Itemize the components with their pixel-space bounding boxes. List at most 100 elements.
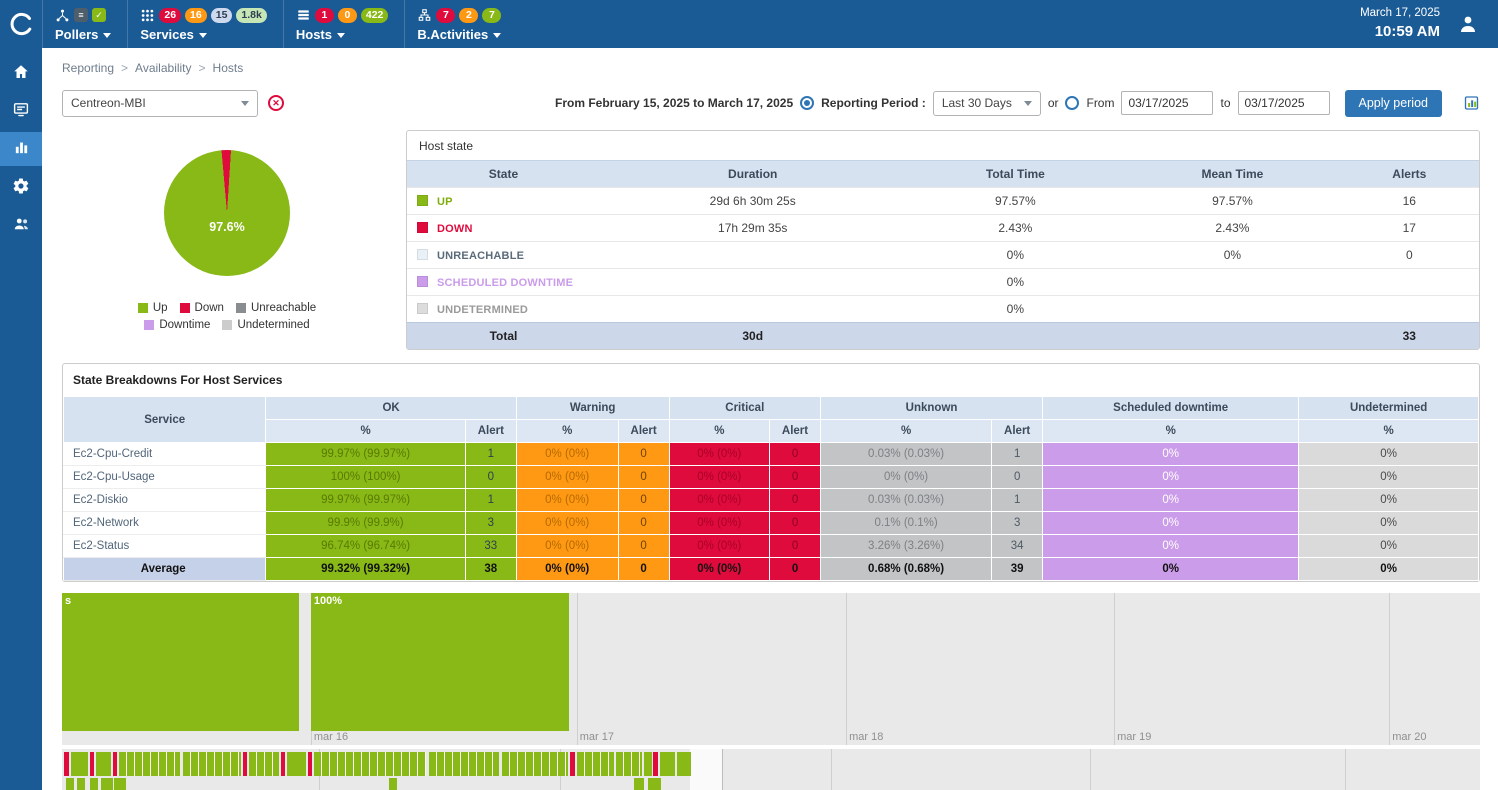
top-menu-bar: ≡✓Pollers2616151.8kServices10422Hosts727…: [42, 0, 517, 48]
host-filter-select[interactable]: Centreon-MBI: [62, 90, 258, 117]
breakdown-value-cell: 0: [618, 558, 669, 581]
from-label: From: [1086, 96, 1114, 110]
value-cell: 17: [1340, 215, 1479, 242]
state-cell: UNDETERMINED: [407, 296, 600, 323]
from-date-input[interactable]: [1121, 91, 1213, 115]
total-cell: 33: [1340, 323, 1479, 350]
sidebar-item-administration[interactable]: [0, 208, 42, 242]
state-label: UNREACHABLE: [437, 250, 524, 262]
status-count-badge[interactable]: 422: [361, 8, 389, 23]
legend-color-chip: [222, 320, 232, 330]
sub-header: Alert: [770, 420, 821, 443]
user-profile-icon[interactable]: [1456, 12, 1480, 36]
uptime-bar: [660, 752, 675, 776]
menu-services[interactable]: 2616151.8kServices: [127, 0, 283, 48]
chevron-down-icon: [337, 33, 345, 38]
chevron-down-icon: [241, 101, 249, 106]
breakdown-value-cell: 33: [465, 535, 516, 558]
to-date-input[interactable]: [1238, 91, 1330, 115]
breakdown-value-cell: 1: [465, 489, 516, 512]
breakdown-value-cell: 38: [465, 558, 516, 581]
value-cell: 17h 29m 35s: [600, 215, 906, 242]
breakdown-value-cell: 0%: [1043, 466, 1299, 489]
value-cell: 0%: [905, 296, 1125, 323]
breakdown-value-cell: 0: [770, 466, 821, 489]
breakdown-value-cell: 0%: [1299, 443, 1479, 466]
sidebar-item-reporting[interactable]: [0, 132, 42, 166]
apply-period-button[interactable]: Apply period: [1345, 90, 1443, 117]
breakdown-value-cell: 0: [770, 535, 821, 558]
legend-color-chip: [144, 320, 154, 330]
topbar-right: March 17, 2025 10:59 AM: [1360, 6, 1498, 42]
sub-header: %: [820, 420, 991, 443]
state-cell: DOWN: [407, 215, 600, 242]
value-cell: [1340, 269, 1479, 296]
sidebar-item-configuration[interactable]: [0, 170, 42, 204]
timeline-detail-band[interactable]: mar 16mar 17mar 18mar 19mar 20s100%: [62, 593, 1480, 745]
breadcrumb-item[interactable]: Availability: [135, 61, 191, 75]
menu-pollers[interactable]: ≡✓Pollers: [42, 0, 127, 48]
total-cell: Total: [407, 323, 600, 350]
sidebar-item-home[interactable]: [0, 56, 42, 90]
export-report-icon[interactable]: [1463, 95, 1480, 111]
state-label: SCHEDULED DOWNTIME: [437, 277, 573, 289]
status-count-badge[interactable]: 1.8k: [236, 8, 266, 23]
breakdown-value-cell: 0: [618, 443, 669, 466]
table-row: UNREACHABLE0%0%0: [407, 242, 1479, 269]
poller-status-icon[interactable]: ✓: [92, 8, 106, 22]
timeline-axis-label: mar 18: [846, 731, 883, 743]
status-count-badge[interactable]: 0: [338, 8, 357, 23]
breakdown-value-cell: 0%: [1299, 558, 1479, 581]
to-label: to: [1220, 96, 1230, 110]
status-count-badge[interactable]: 2: [459, 8, 478, 23]
timeline-range-selector[interactable]: fevmaravrmaijui: [62, 749, 1480, 790]
status-count-badge[interactable]: 7: [436, 8, 455, 23]
centreon-logo[interactable]: [0, 0, 42, 48]
poller-status-icon[interactable]: ≡: [74, 8, 88, 22]
status-count-badge[interactable]: 7: [482, 8, 501, 23]
table-row: Ec2-Status96.74% (96.74%)330% (0%)00% (0…: [64, 535, 1479, 558]
total-row: Total30d33: [407, 323, 1479, 350]
legend-color-chip: [236, 303, 246, 313]
sub-header: Alert: [992, 420, 1043, 443]
breadcrumb-item[interactable]: Hosts: [213, 61, 244, 75]
custom-period-radio[interactable]: [1065, 96, 1079, 110]
breakdown-value-cell: 0%: [1299, 489, 1479, 512]
menu-pollers-status: ≡✓: [55, 7, 111, 24]
status-count-badge[interactable]: 26: [159, 8, 181, 23]
range-selection[interactable]: [690, 749, 723, 790]
breakdown-value-cell: 0%: [1299, 466, 1479, 489]
status-count-badge[interactable]: 15: [211, 8, 233, 23]
sidebar-item-monitoring[interactable]: [0, 94, 42, 128]
breakdown-value-cell: 0: [618, 466, 669, 489]
period-select[interactable]: Last 30 Days: [933, 91, 1041, 116]
breakdown-value-cell: 0.1% (0.1%): [820, 512, 991, 535]
service-breakdown-title: State Breakdowns For Host Services: [63, 364, 1479, 396]
group-header: Scheduled downtime: [1043, 397, 1299, 420]
menu-hosts[interactable]: 10 422 Hosts: [283, 0, 405, 48]
breakdown-value-cell: 0.68% (0.68%): [820, 558, 991, 581]
breakdown-value-cell: 99.97% (99.97%): [266, 443, 466, 466]
state-label: UP: [437, 196, 453, 208]
breadcrumb-item[interactable]: Reporting: [62, 61, 114, 75]
value-cell: 97.57%: [905, 188, 1125, 215]
clear-filter-icon[interactable]: ✕: [268, 95, 284, 111]
menu-hosts-label-row: Hosts: [296, 27, 389, 42]
reporting-period-radio[interactable]: [800, 96, 814, 110]
topbar: ≡✓Pollers2616151.8kServices10422Hosts727…: [0, 0, 1498, 48]
breadcrumb-separator: >: [199, 61, 206, 75]
table-row: Ec2-Cpu-Credit99.97% (99.97%)10% (0%)00%…: [64, 443, 1479, 466]
value-cell: 16: [1340, 188, 1479, 215]
sub-header: %: [669, 420, 769, 443]
sub-header: %: [1299, 420, 1479, 443]
uptime-bar: [648, 778, 661, 790]
menu-bactivities[interactable]: 727B.Activities: [404, 0, 517, 48]
breakdown-value-cell: 0: [770, 558, 821, 581]
status-count-badge[interactable]: 16: [185, 8, 207, 23]
availability-block: s: [62, 593, 299, 731]
timeline-gridline: [1114, 593, 1115, 745]
status-count-badge[interactable]: 1: [315, 8, 334, 23]
pollers-icon: [55, 8, 70, 23]
host-filter-group: Centreon-MBI ✕: [62, 90, 394, 117]
breakdown-value-cell: 0% (0%): [516, 535, 618, 558]
